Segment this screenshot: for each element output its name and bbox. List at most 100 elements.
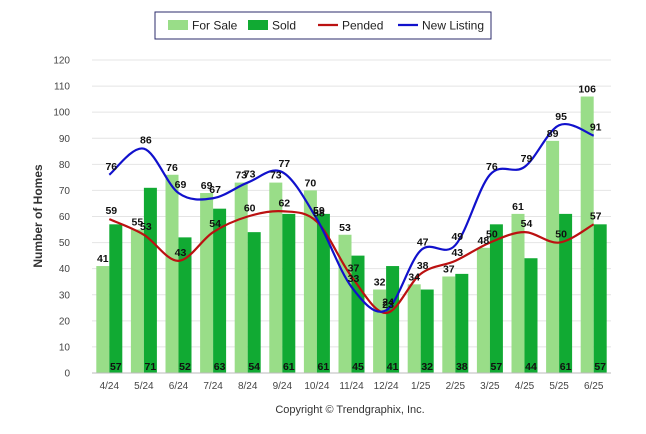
x-tick-label: 6/25 xyxy=(584,381,604,392)
new-listing-value-label: 69 xyxy=(175,179,187,191)
x-tick-label: 2/25 xyxy=(446,381,466,392)
pended-value-label: 50 xyxy=(486,229,498,241)
bar-sold xyxy=(316,213,330,373)
bar-for-sale xyxy=(546,140,560,373)
pended-value-label: 37 xyxy=(348,262,360,274)
new-listing-value-label: 67 xyxy=(209,184,221,196)
bar-sold xyxy=(386,266,400,373)
legend-swatch-sold xyxy=(248,20,268,30)
bar-sold xyxy=(455,273,469,373)
pended-value-label: 43 xyxy=(451,247,463,259)
for-sale-value-label: 53 xyxy=(339,222,351,234)
legend-label-pended: Pended xyxy=(342,19,383,33)
y-tick-label: 110 xyxy=(54,82,70,93)
for-sale-value-label: 55 xyxy=(132,217,144,229)
for-sale-value-label: 61 xyxy=(512,201,524,213)
new-listing-value-label: 73 xyxy=(244,169,256,181)
sold-value-label: 61 xyxy=(560,361,572,373)
pended-value-label: 53 xyxy=(140,221,152,233)
pended-value-label: 60 xyxy=(244,203,256,215)
sold-value-label: 71 xyxy=(145,361,157,373)
x-tick-label: 5/24 xyxy=(134,381,154,392)
x-tick-label: 9/24 xyxy=(273,381,293,392)
x-tick-label: 12/24 xyxy=(374,381,399,392)
y-tick-label: 100 xyxy=(53,108,70,119)
pended-value-label: 38 xyxy=(417,260,429,272)
x-tick-label: 4/25 xyxy=(515,381,535,392)
x-tick-label: 10/24 xyxy=(304,381,329,392)
legend-label-new-listing: New Listing xyxy=(422,19,484,33)
bar-for-sale xyxy=(200,193,214,373)
pended-value-label: 23 xyxy=(382,299,394,311)
sold-value-label: 57 xyxy=(491,361,503,373)
line-pended xyxy=(108,210,595,315)
sold-value-label: 63 xyxy=(214,361,226,373)
new-listing-value-label: 76 xyxy=(486,161,498,173)
for-sale-value-label: 37 xyxy=(443,263,455,275)
bar-for-sale xyxy=(96,266,110,373)
sold-value-label: 32 xyxy=(421,361,433,373)
bars xyxy=(96,96,607,374)
new-listing-value-label: 24 xyxy=(382,296,394,308)
new-listing-value-label: 86 xyxy=(140,135,152,147)
new-listing-value-label: 59 xyxy=(313,205,325,217)
for-sale-value-label: 73 xyxy=(235,170,247,182)
bar-for-sale xyxy=(165,174,179,373)
x-tick-label: 11/24 xyxy=(339,381,364,392)
x-tick-label: 5/25 xyxy=(549,381,569,392)
sold-value-label: 44 xyxy=(525,361,537,373)
for-sale-value-label: 73 xyxy=(270,170,282,182)
bar-for-sale xyxy=(476,247,490,373)
x-tick-label: 7/24 xyxy=(203,381,223,392)
bar-sold xyxy=(351,255,365,373)
new-listing-value-label: 77 xyxy=(278,158,290,170)
legend-swatch-for-sale xyxy=(168,20,188,30)
pended-value-label: 59 xyxy=(105,205,117,217)
y-tick-label: 80 xyxy=(59,160,71,171)
for-sale-value-label: 41 xyxy=(97,253,109,265)
for-sale-value-label: 48 xyxy=(478,235,490,247)
x-tick-label: 6/24 xyxy=(169,381,189,392)
bar-sold xyxy=(109,224,123,373)
bar-sold xyxy=(282,213,296,373)
y-tick-label: 120 xyxy=(53,56,70,67)
bar-for-sale xyxy=(130,229,144,373)
bar-sold xyxy=(247,232,261,373)
sold-value-label: 57 xyxy=(594,361,606,373)
bar-sold xyxy=(489,224,503,373)
bar-sold xyxy=(420,289,434,373)
new-listing-value-label: 47 xyxy=(417,236,429,248)
new-listing-value-label: 76 xyxy=(105,161,117,173)
for-sale-value-label: 32 xyxy=(374,277,386,289)
bar-sold xyxy=(143,187,157,373)
line-new-listing xyxy=(108,122,595,313)
legend: For Sale Sold Pended New Listing xyxy=(154,11,492,40)
x-tick-label: 4/24 xyxy=(100,381,120,392)
y-tick-label: 70 xyxy=(59,186,71,197)
for-sale-value-label: 89 xyxy=(547,128,559,140)
sold-value-label: 54 xyxy=(248,361,260,373)
new-listing-value-label: 91 xyxy=(590,122,602,134)
y-tick-label: 90 xyxy=(59,134,71,145)
pended-value-label: 54 xyxy=(209,218,221,230)
bar-for-sale xyxy=(580,96,594,374)
for-sale-value-label: 76 xyxy=(166,162,178,174)
bar-sold xyxy=(593,224,607,373)
pended-value-label: 62 xyxy=(278,197,290,209)
sold-value-label: 41 xyxy=(387,361,399,373)
legend-label-sold: Sold xyxy=(272,19,296,33)
pended-value-label: 50 xyxy=(555,229,567,241)
bar-for-sale xyxy=(338,234,352,373)
for-sale-value-label: 106 xyxy=(578,84,596,96)
bar-sold xyxy=(178,237,192,373)
for-sale-value-label: 34 xyxy=(408,271,420,283)
sold-value-label: 57 xyxy=(110,361,122,373)
copyright-footer: Copyright © Trendgraphix, Inc. xyxy=(275,404,424,416)
pended-value-label: 58 xyxy=(313,208,325,220)
bar-for-sale xyxy=(303,190,317,373)
bar-for-sale xyxy=(511,213,525,373)
y-tick-label: 10 xyxy=(59,342,71,353)
sold-value-label: 52 xyxy=(179,361,191,373)
bar-for-sale xyxy=(269,182,283,373)
